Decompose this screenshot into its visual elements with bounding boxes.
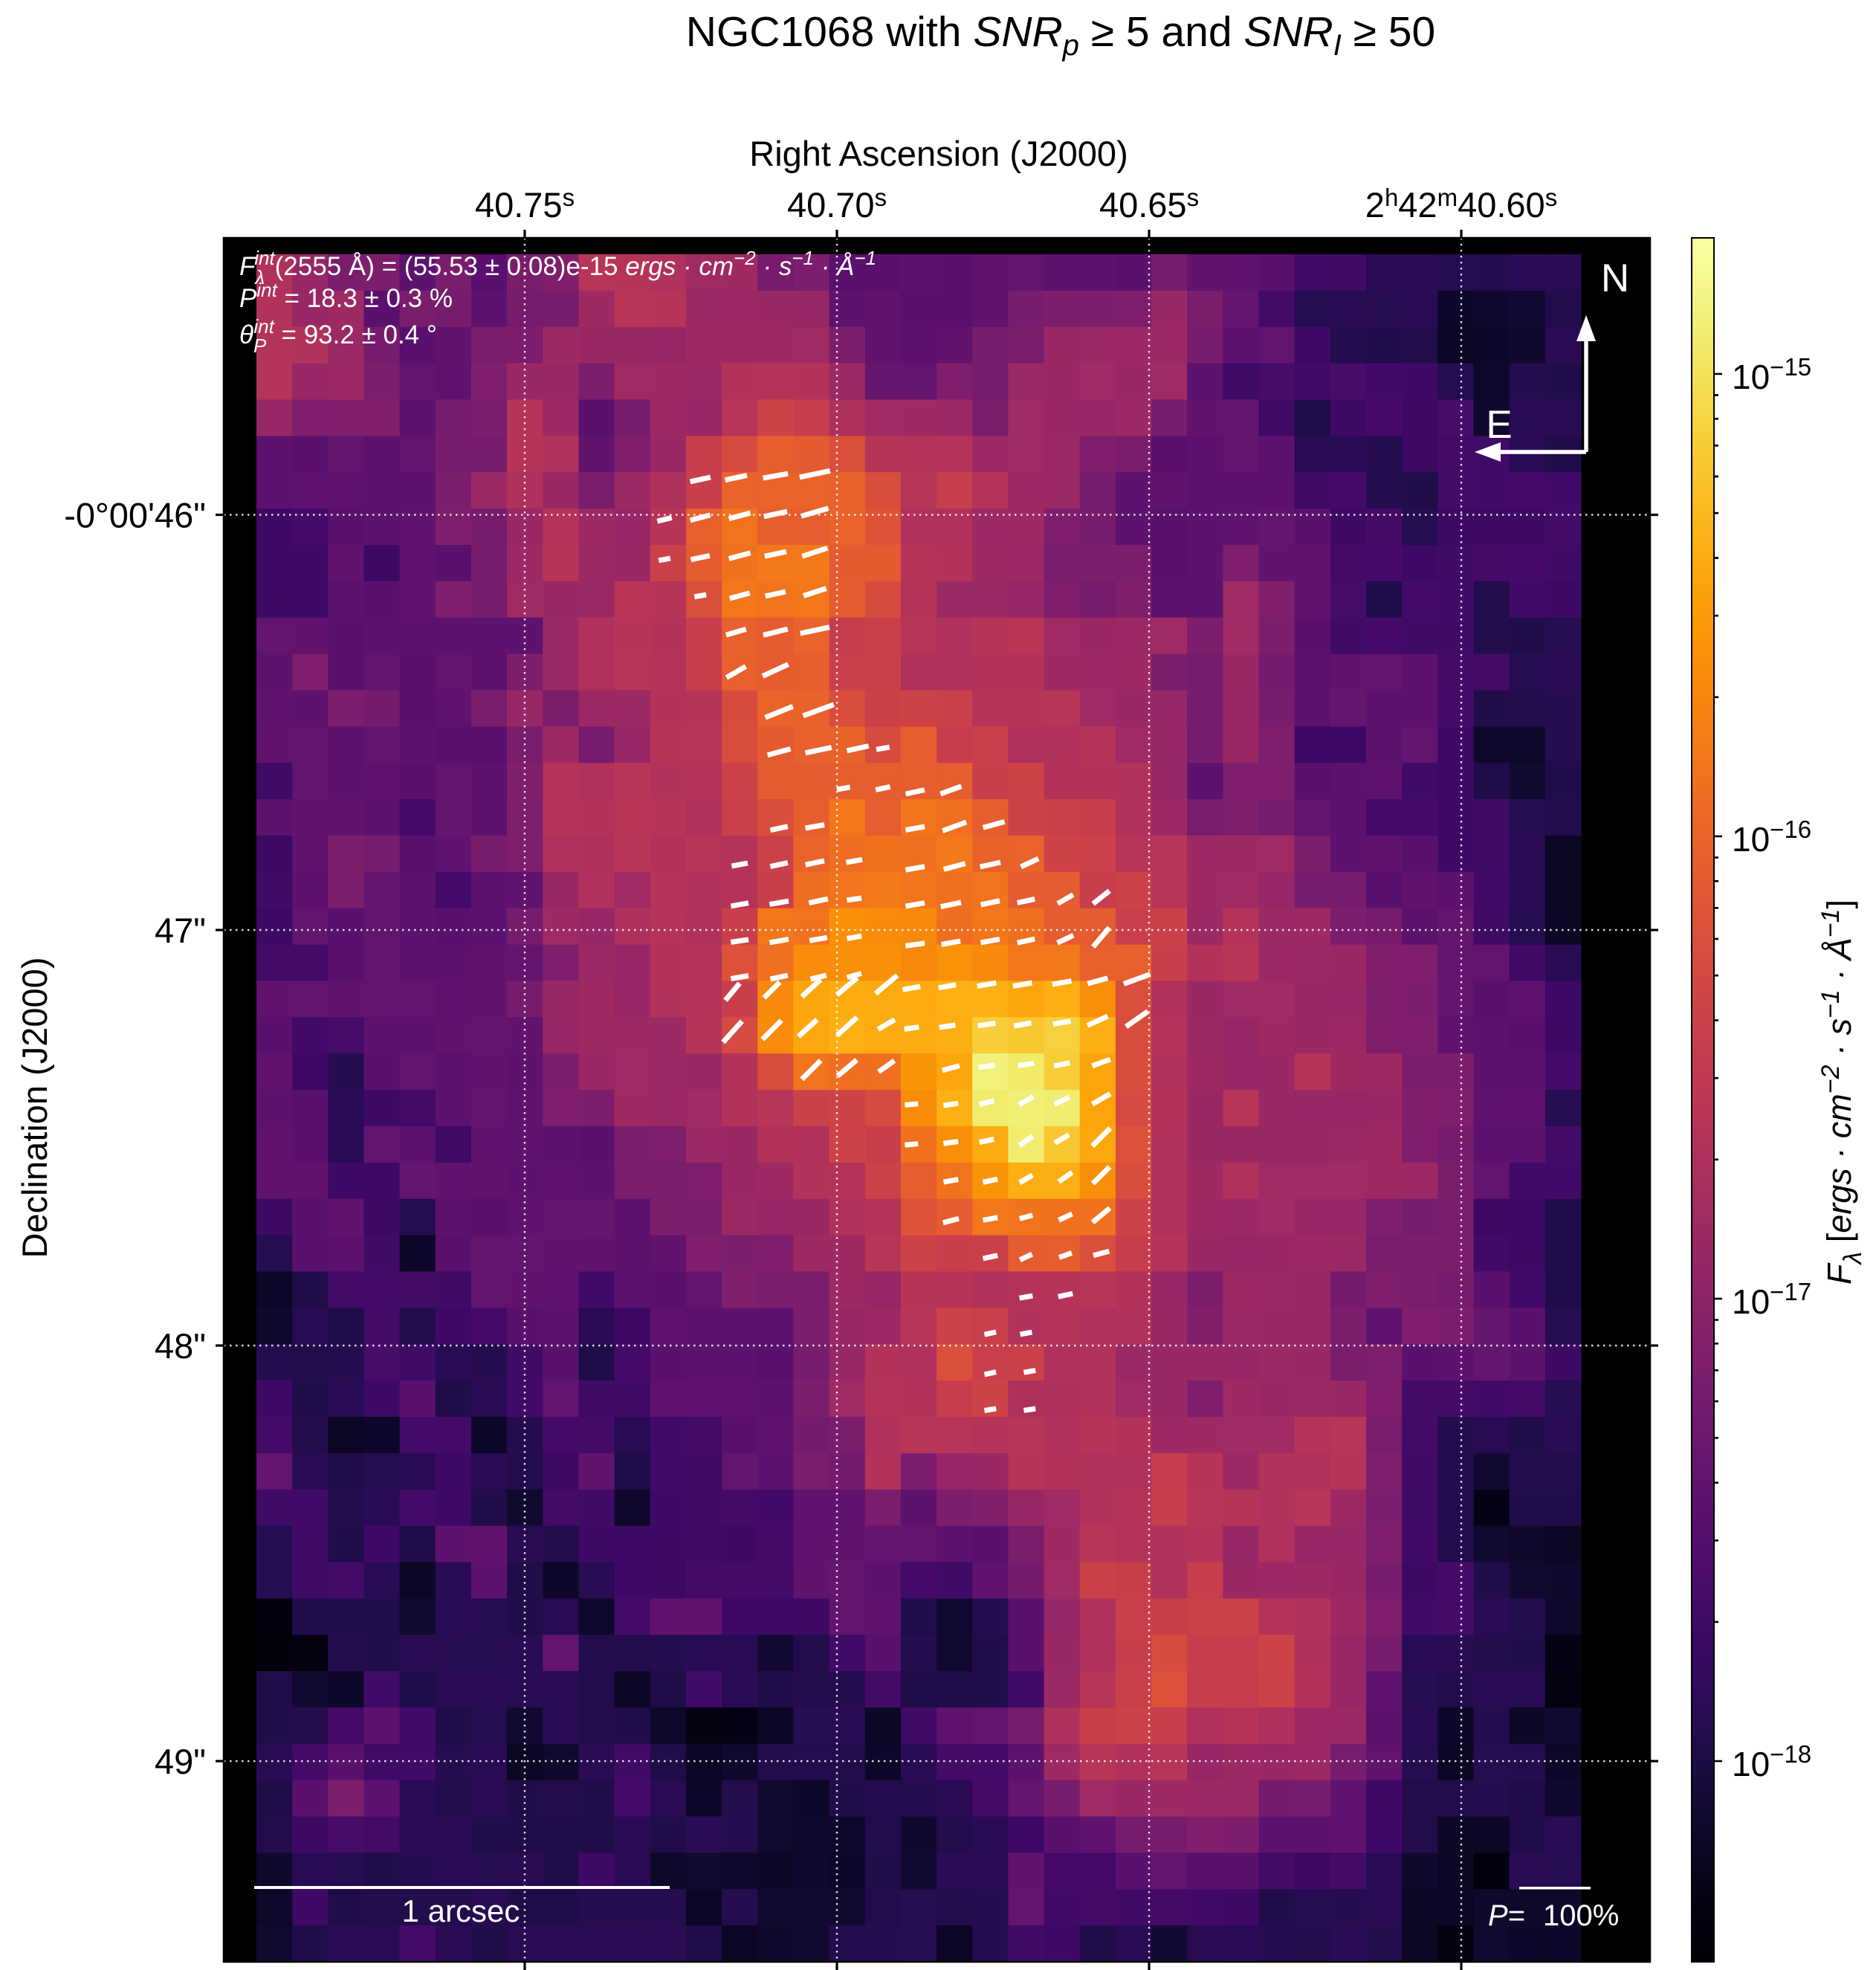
svg-text:Pint = 18.3 ± 0.3 %: Pint = 18.3 ± 0.3 % (239, 279, 453, 313)
svg-text:40.70s: 40.70s (787, 184, 887, 225)
svg-text:47": 47" (155, 911, 206, 950)
svg-text:Right Ascension (J2000): Right Ascension (J2000) (749, 134, 1128, 173)
svg-text:-0°00'46": -0°00'46" (64, 496, 206, 535)
svg-text:N: N (1601, 256, 1629, 300)
svg-text:49": 49" (155, 1742, 206, 1781)
svg-text:Fλint(2555 Å) = (55.53 ± 0.08): Fλint(2555 Å) = (55.53 ± 0.08)e-15 ergs … (239, 247, 876, 288)
svg-text:100%: 100% (1543, 1899, 1619, 1932)
svg-text:Declination (J2000): Declination (J2000) (15, 957, 54, 1259)
svg-text:48": 48" (155, 1326, 206, 1366)
svg-text:1 arcsec: 1 arcsec (402, 1893, 520, 1928)
svg-text:P=: P= (1488, 1899, 1525, 1932)
svg-text:Fλ [ergs · cm−2 · s−1 · Å−1]: Fλ [ergs · cm−2 · s−1 · Å−1] (1817, 900, 1867, 1285)
svg-text:E: E (1486, 403, 1512, 447)
svg-text:40.75s: 40.75s (475, 184, 575, 225)
svg-text:θPint = 93.2 ± 0.4 °: θPint = 93.2 ± 0.4 ° (239, 315, 437, 357)
svg-text:NGC1068 with SNRp ≥ 5 and SNR: NGC1068 with SNRp ≥ 5 and SNRI ≥ 50 (686, 8, 1435, 62)
svg-text:40.65s: 40.65s (1099, 184, 1199, 225)
